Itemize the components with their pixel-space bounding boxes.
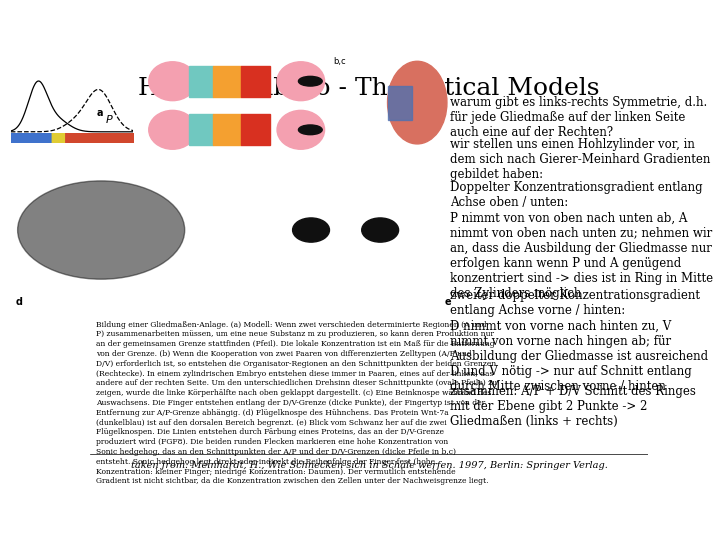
FancyBboxPatch shape xyxy=(241,66,270,97)
Text: taken from: Meinhardt, H., Wie Schnecken sich in Schale werfen. 1997, Berlin: Sp: taken from: Meinhardt, H., Wie Schnecken… xyxy=(130,461,608,470)
Ellipse shape xyxy=(149,62,197,100)
Text: D nimmt von vorne nach hinten zu, V
nimmt von vorne nach hingen ab; für
Ausbildu: D nimmt von vorne nach hinten zu, V nimm… xyxy=(450,320,708,393)
Ellipse shape xyxy=(17,181,184,279)
Circle shape xyxy=(299,76,323,86)
Text: b,c: b,c xyxy=(333,57,346,66)
Text: P nimmt von von oben nach unten ab, A
nimmt von oben nach unten zu; nehmen wir
a: P nimmt von von oben nach unten ab, A ni… xyxy=(450,212,713,300)
Text: d: d xyxy=(16,297,22,307)
FancyBboxPatch shape xyxy=(241,114,270,145)
Ellipse shape xyxy=(149,110,197,149)
Circle shape xyxy=(361,218,399,242)
Circle shape xyxy=(292,218,330,242)
FancyBboxPatch shape xyxy=(213,114,241,145)
Text: P: P xyxy=(106,114,112,125)
FancyBboxPatch shape xyxy=(388,86,412,120)
FancyBboxPatch shape xyxy=(189,114,213,145)
Text: e: e xyxy=(445,297,451,307)
Ellipse shape xyxy=(277,62,325,100)
Text: zusammen: A/P + D/V Schnitt des Ringes
mit der Ebene gibt 2 Punkte -> 2
Gliedmaß: zusammen: A/P + D/V Schnitt des Ringes m… xyxy=(450,386,696,428)
Text: Bildung einer Gliedmaßen-Anlage. (a) Modell: Wenn zwei verschieden determinierte: Bildung einer Gliedmaßen-Anlage. (a) Mod… xyxy=(96,321,497,485)
Text: Doppelter Konzentrationsgradient entlang
Achse oben / unten:: Doppelter Konzentrationsgradient entlang… xyxy=(450,181,703,209)
Text: wir stellen uns einen Hohlzylinder vor, in
dem sich nach Gierer-Meinhard Gradien: wir stellen uns einen Hohlzylinder vor, … xyxy=(450,138,711,181)
Text: A: A xyxy=(179,114,186,125)
Text: a: a xyxy=(96,109,103,118)
FancyBboxPatch shape xyxy=(213,66,241,97)
Text: Hühnerembryo - Theoretical Models: Hühnerembryo - Theoretical Models xyxy=(138,77,600,100)
Text: warum gibt es links-rechts Symmetrie, d.h.
für jede Gliedmaße auf der linken Sei: warum gibt es links-rechts Symmetrie, d.… xyxy=(450,96,707,139)
Ellipse shape xyxy=(387,62,447,144)
Ellipse shape xyxy=(277,110,325,149)
FancyBboxPatch shape xyxy=(189,66,213,97)
Text: zweiter doppelter Konzentrationsgradient
entlang Achse vorne / hinten:: zweiter doppelter Konzentrationsgradient… xyxy=(450,289,700,317)
Circle shape xyxy=(299,125,323,134)
